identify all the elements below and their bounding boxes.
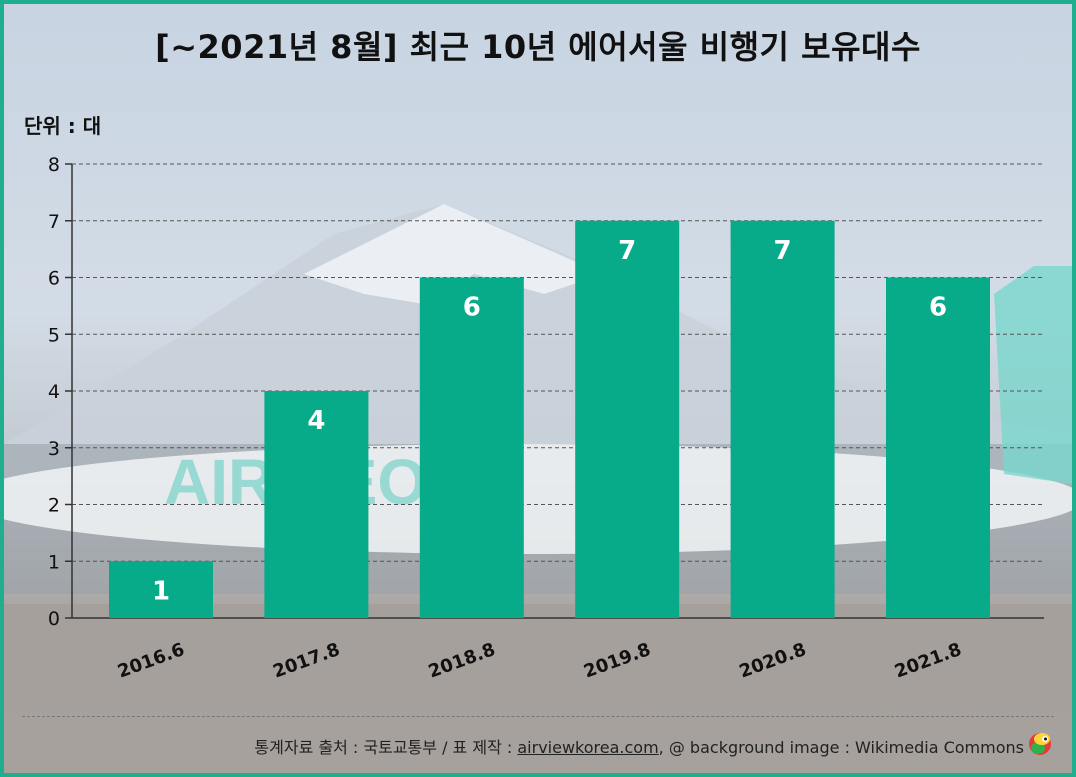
runway	[4, 604, 1072, 773]
y-tick-label: 0	[48, 608, 60, 630]
bar	[419, 277, 524, 618]
y-tick-label: 2	[48, 495, 60, 517]
airplane-tail	[994, 266, 1072, 484]
footer-divider	[22, 716, 1054, 717]
chart-title: [~2021년 8월] 최근 10년 에어서울 비행기 보유대수	[155, 28, 921, 66]
y-tick-label: 5	[48, 324, 60, 346]
bar	[109, 561, 213, 618]
bar	[575, 220, 680, 618]
y-tick-label: 7	[48, 211, 60, 233]
source-credit: 통계자료 출처 : 국토교통부 / 표 제작 : airviewkorea.co…	[254, 734, 1024, 758]
parrot-mascot-icon	[1029, 733, 1051, 755]
x-tick-label: 2017.8	[270, 639, 342, 682]
x-tick-label: 2019.8	[581, 639, 653, 682]
x-tick-label: 2018.8	[426, 639, 498, 682]
bar	[730, 220, 835, 618]
bar	[264, 391, 369, 618]
x-tick-label: 2020.8	[736, 639, 808, 682]
source-prefix: 통계자료 출처 : 국토교통부 / 표 제작 :	[254, 738, 518, 757]
x-tick-label: 2016.6	[115, 639, 187, 682]
bar-value-label: 4	[307, 406, 325, 436]
x-tick-label: 2021.8	[892, 639, 964, 682]
y-tick-label: 4	[48, 381, 60, 403]
bar-value-label: 7	[774, 236, 792, 266]
source-suffix: , @ background image : Wikimedia Commons	[658, 738, 1024, 757]
y-tick-label: 8	[48, 154, 60, 176]
bar-value-label: 1	[152, 576, 170, 606]
bar-value-label: 6	[463, 293, 481, 323]
unit-label: 단위 : 대	[24, 114, 102, 138]
y-tick-label: 6	[48, 268, 60, 290]
y-tick-label: 1	[48, 551, 60, 573]
mountain-snow	[304, 204, 604, 304]
site-link[interactable]: airviewkorea.com	[517, 738, 659, 757]
bar-value-label: 7	[618, 236, 636, 266]
bar-value-label: 6	[929, 293, 947, 323]
bar-chart: 0 1 2 3 4 5 6 7 8 1 2016.6 4 2017.8 6 2018.8 7 2019.8 7 20…	[48, 154, 1044, 683]
bar	[886, 277, 990, 618]
y-tick-label: 3	[48, 438, 60, 460]
